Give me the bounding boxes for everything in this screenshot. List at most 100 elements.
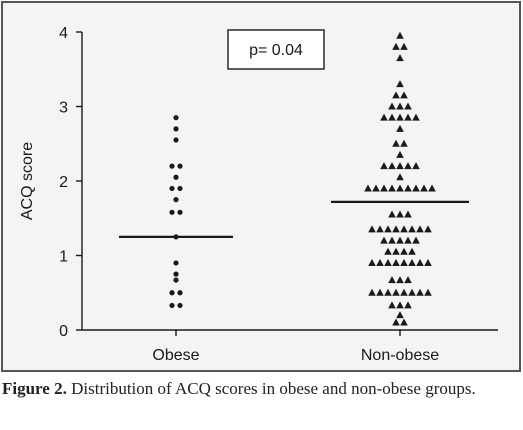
data-point-obese <box>173 277 179 283</box>
data-point-non-obese <box>368 225 376 233</box>
data-point-non-obese <box>424 258 432 266</box>
data-point-non-obese <box>404 184 412 192</box>
y-axis-label: ACQ score <box>19 142 36 220</box>
data-point-non-obese <box>416 258 424 266</box>
data-point-non-obese <box>400 91 408 99</box>
data-point-non-obese <box>416 225 424 233</box>
data-point-non-obese <box>404 210 412 218</box>
data-point-obese <box>173 197 179 203</box>
data-point-non-obese <box>400 318 408 326</box>
x-categories: Obese Non-obese <box>152 330 439 364</box>
data-point-non-obese <box>396 210 404 218</box>
data-point-non-obese <box>412 184 420 192</box>
data-point-non-obese <box>392 288 400 296</box>
data-point-non-obese <box>428 184 436 192</box>
data-point-obese <box>177 302 183 309</box>
data-point-non-obese <box>384 258 392 266</box>
data-point-non-obese <box>380 113 388 121</box>
y-ticks: 0 1 2 3 4 <box>59 25 82 340</box>
data-point-non-obese <box>380 162 388 170</box>
data-point-obese <box>173 260 179 266</box>
data-point-non-obese <box>404 102 412 110</box>
data-point-non-obese <box>392 139 400 147</box>
data-point-non-obese <box>376 258 384 266</box>
data-point-obese <box>169 163 175 169</box>
data-point-obese <box>169 209 175 215</box>
data-point-non-obese <box>392 225 400 233</box>
data-point-non-obese <box>388 184 396 192</box>
data-point-non-obese <box>412 113 420 121</box>
data-point-non-obese <box>400 288 408 296</box>
data-point-non-obese <box>396 236 404 244</box>
axes <box>81 32 498 331</box>
data-point-non-obese <box>388 301 396 309</box>
data-point-non-obese <box>396 54 404 62</box>
data-point-non-obese <box>400 247 408 255</box>
data-point-non-obese <box>380 236 388 244</box>
data-point-non-obese <box>396 173 404 181</box>
data-point-non-obese <box>388 162 396 170</box>
data-point-non-obese <box>392 247 400 255</box>
data-point-non-obese <box>376 225 384 233</box>
data-point-non-obese <box>384 288 392 296</box>
data-point-non-obese <box>412 162 420 170</box>
data-point-non-obese <box>376 288 384 296</box>
data-point-non-obese <box>408 247 416 255</box>
data-point-non-obese <box>396 124 404 132</box>
data-point-non-obese <box>364 184 372 192</box>
x-tick-label: Non-obese <box>361 347 439 364</box>
data-point-non-obese <box>408 225 416 233</box>
data-point-non-obese <box>380 184 388 192</box>
data-point-non-obese <box>396 276 404 284</box>
data-point-non-obese <box>396 80 404 88</box>
data-point-obese <box>173 115 179 121</box>
caption-text: Distribution of ACQ scores in obese and … <box>66 379 476 398</box>
data-point-non-obese <box>420 184 428 192</box>
y-tick-label: 4 <box>59 25 68 42</box>
data-point-non-obese <box>396 311 404 319</box>
data-point-non-obese <box>424 225 432 233</box>
data-point-non-obese <box>404 236 412 244</box>
data-point-non-obese <box>388 236 396 244</box>
acq-scatter-chart: 0 1 2 3 4 ACQ score Obese Non-obese p= 0.04 <box>19 25 498 364</box>
data-point-non-obese <box>412 236 420 244</box>
data-point-non-obese <box>404 162 412 170</box>
p-value-box: p= 0.04 <box>227 29 325 70</box>
data-point-non-obese <box>384 225 392 233</box>
data-point-obese <box>177 163 183 169</box>
data-point-non-obese <box>396 150 404 158</box>
y-tick-label: 1 <box>59 249 68 266</box>
data-point-obese <box>173 126 179 132</box>
data-point-non-obese <box>400 258 408 266</box>
data-point-obese <box>173 271 179 277</box>
data-point-non-obese <box>400 225 408 233</box>
data-point-non-obese <box>396 184 404 192</box>
data-point-non-obese <box>388 210 396 218</box>
data-point-obese <box>177 290 183 296</box>
data-point-non-obese <box>408 258 416 266</box>
y-tick-label: 0 <box>59 323 68 340</box>
data-point-non-obese <box>396 301 404 309</box>
data-point-non-obese <box>392 42 400 50</box>
data-point-non-obese <box>396 31 404 39</box>
data-point-non-obese <box>404 301 412 309</box>
data-point-non-obese <box>396 102 404 110</box>
data-points <box>169 31 436 326</box>
data-point-non-obese <box>388 276 396 284</box>
data-point-non-obese <box>396 162 404 170</box>
data-point-obese <box>177 209 183 215</box>
data-point-non-obese <box>392 91 400 99</box>
annotation-box <box>227 29 325 70</box>
median-lines <box>119 200 469 238</box>
data-point-non-obese <box>368 258 376 266</box>
data-point-non-obese <box>416 288 424 296</box>
caption-label: Figure 2. <box>2 379 67 398</box>
data-point-obese <box>169 290 175 296</box>
data-point-non-obese <box>388 113 396 121</box>
data-point-non-obese <box>404 113 412 121</box>
data-point-non-obese <box>388 102 396 110</box>
data-point-obese <box>169 185 175 192</box>
data-point-non-obese <box>392 258 400 266</box>
y-tick-label: 3 <box>59 100 68 117</box>
data-point-non-obese <box>400 42 408 50</box>
